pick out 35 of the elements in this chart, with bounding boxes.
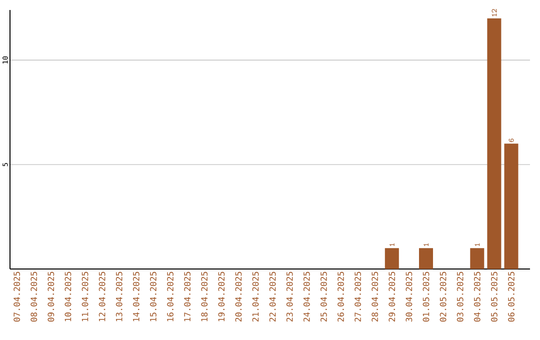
x-tick-label: 20.04.2025 — [235, 272, 242, 322]
x-tick-label: 25.04.2025 — [320, 272, 327, 322]
x-tick-label: 24.04.2025 — [303, 272, 310, 322]
x-tick-label: 08.04.2025 — [30, 272, 38, 322]
x-tick-label: 22.04.2025 — [269, 272, 276, 322]
x-tick-label: 29.04.2025 — [388, 272, 396, 322]
x-tick-label: 13.04.2025 — [116, 272, 122, 322]
x-tick-label: 05.05.2025 — [491, 272, 498, 322]
x-tick-label: 18.04.2025 — [201, 272, 208, 322]
x-tick-label: 16.04.2025 — [167, 272, 174, 322]
x-tick-label: 26.04.2025 — [338, 272, 344, 322]
x-tick-label: 06.05.2025 — [508, 272, 514, 322]
x-tick-label: 17.04.2025 — [184, 272, 191, 322]
x-tick-label: 27.04.2025 — [354, 272, 362, 322]
x-tick-label: 04.05.2025 — [474, 272, 480, 322]
x-tick-label: 02.05.2025 — [440, 272, 446, 322]
bar — [419, 248, 434, 269]
x-tick-label: 30.04.2025 — [406, 272, 412, 322]
x-tick-label: 09.04.2025 — [48, 272, 54, 322]
x-tick-label: 15.04.2025 — [150, 272, 156, 322]
x-tick-label: 21.04.2025 — [252, 272, 259, 322]
x-tick-label: 12.04.2025 — [98, 272, 106, 322]
x-tick-label: 01.05.2025 — [422, 272, 430, 322]
bar — [470, 248, 484, 269]
x-tick-label: 28.04.2025 — [372, 272, 378, 322]
x-tick-label: 07.04.2025 — [14, 272, 20, 322]
x-tick-label: 03.05.2025 — [456, 272, 464, 322]
x-tick-label: 14.04.2025 — [132, 272, 140, 322]
bar — [487, 18, 502, 269]
bar — [384, 248, 399, 269]
x-tick-label: 23.04.2025 — [286, 272, 293, 322]
x-tick-label: 19.04.2025 — [218, 272, 225, 322]
x-tick-label: 11.04.2025 — [82, 272, 88, 322]
bar — [504, 144, 518, 269]
x-tick-label: 10.04.2025 — [64, 272, 72, 322]
